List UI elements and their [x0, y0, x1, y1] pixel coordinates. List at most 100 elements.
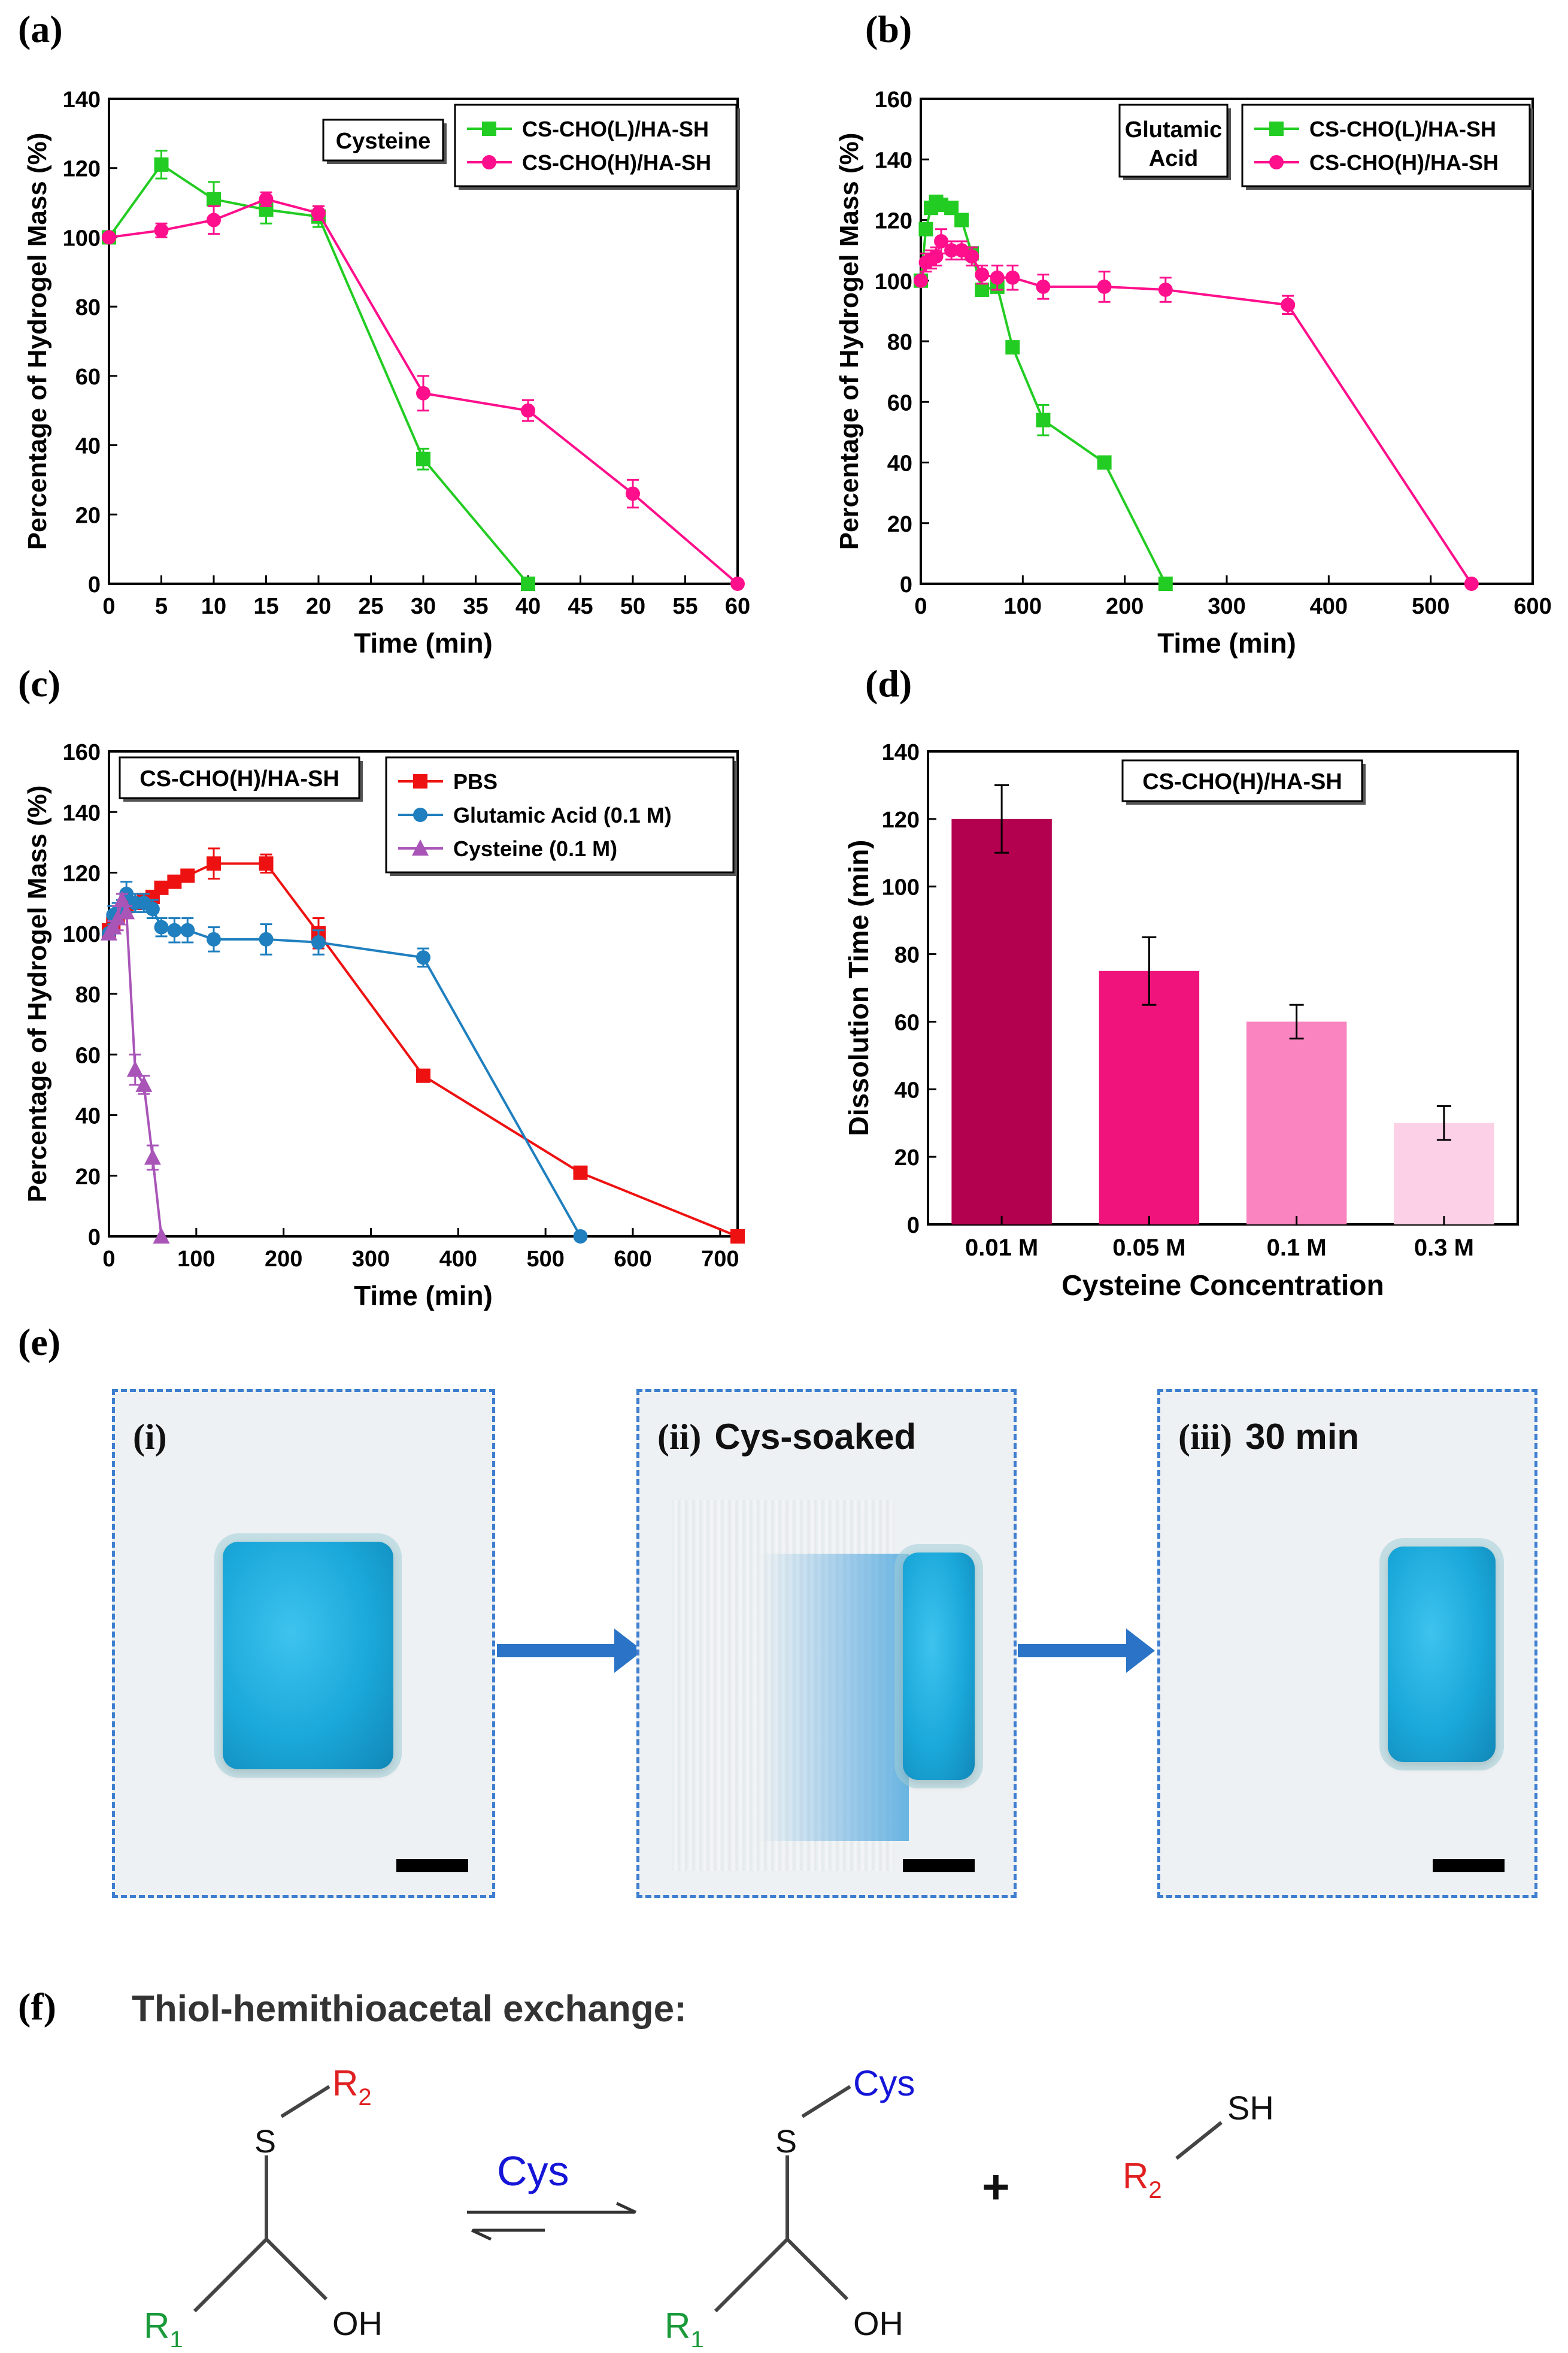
- annotation-box: [119, 756, 360, 799]
- data-point: [416, 451, 430, 466]
- x-tick-label: 600: [614, 1247, 651, 1272]
- data-point: [1005, 270, 1020, 285]
- data-point: [135, 1075, 153, 1092]
- arrow-right-icon: [1018, 1629, 1155, 1673]
- x-axis-label: Cysteine Concentration: [1061, 1270, 1384, 1302]
- data-point: [416, 950, 430, 965]
- annotation-box: [322, 119, 444, 162]
- data-point: [259, 192, 274, 207]
- x-tick-label: 100: [177, 1247, 215, 1272]
- atom-s: S: [254, 2124, 276, 2160]
- data-point: [573, 1165, 588, 1180]
- data-point: [934, 234, 949, 248]
- legend-box: [1241, 104, 1531, 187]
- data-point: [207, 932, 221, 947]
- x-tick-label: 500: [1412, 594, 1449, 619]
- data-point: [1036, 279, 1051, 294]
- data-point: [1158, 282, 1173, 297]
- annotation-text: CS-CHO(H)/HA-SH: [1142, 769, 1342, 795]
- y-tick-label: 0: [88, 1225, 101, 1250]
- legend-label: CS-CHO(L)/HA-SH: [1309, 117, 1496, 141]
- arrow-back-head: [471, 2228, 492, 2241]
- arrow-forward-head: [615, 2202, 637, 2214]
- y-tick-label: 60: [894, 1010, 920, 1035]
- data-point: [1097, 279, 1112, 294]
- bond: [280, 2085, 330, 2118]
- x-tick-label: 0.3 M: [1414, 1235, 1474, 1261]
- data-point: [975, 267, 990, 282]
- x-tick-label: 0.1 M: [1267, 1235, 1327, 1261]
- atom-cys: Cys: [853, 2063, 915, 2103]
- photo-tag-i: (i): [133, 1417, 167, 1457]
- series-line: [108, 862, 738, 1238]
- legend-box: [454, 104, 738, 187]
- bar: [1099, 971, 1200, 1224]
- data-point: [1097, 455, 1112, 470]
- atom-s: S: [775, 2124, 797, 2160]
- x-tick-label: 40: [515, 594, 541, 619]
- y-tick-label: 40: [75, 434, 101, 459]
- data-point: [626, 486, 640, 501]
- y-tick-label: 40: [887, 451, 912, 477]
- data-point: [521, 403, 535, 418]
- hydrogel-sample: [903, 1553, 975, 1780]
- x-tick-label: 300: [352, 1247, 390, 1272]
- chart-c: 0 20 40 60 80 100 120 140 160 0 100 200 300 400 500 600…: [23, 740, 745, 1311]
- x-tick-label: 60: [725, 594, 750, 619]
- data-point: [1005, 340, 1020, 355]
- data-point: [207, 213, 221, 228]
- y-axis-label: Percentage of Hydrogel Mass (%): [835, 133, 864, 550]
- y-tick-label: 120: [882, 808, 920, 833]
- panel-label-b: (b): [865, 8, 912, 50]
- x-tick-label: 400: [439, 1247, 477, 1272]
- y-tick-label: 20: [894, 1145, 920, 1171]
- data-point: [944, 201, 959, 216]
- data-point: [167, 923, 182, 938]
- data-point: [145, 902, 160, 917]
- y-tick-label: 80: [75, 295, 101, 320]
- legend-label: CS-CHO(H)/HA-SH: [522, 150, 711, 175]
- data-point: [1158, 577, 1173, 591]
- x-tick-label: 700: [701, 1247, 739, 1272]
- data-point: [975, 282, 990, 297]
- y-tick-label: 160: [875, 87, 912, 113]
- series-0: [102, 150, 535, 591]
- legend-marker: [1269, 155, 1284, 169]
- data-point: [207, 856, 221, 871]
- photo-tag-ii: (ii) Cys-soaked: [657, 1417, 917, 1457]
- scheme-title: Thiol-hemithioacetal exchange:: [132, 1988, 687, 2030]
- series-0: [102, 847, 745, 1244]
- reagent-label: Cys: [497, 2148, 569, 2194]
- x-tick-label: 200: [1106, 594, 1144, 619]
- bar: [1246, 1021, 1347, 1224]
- x-tick-label: 0: [102, 1247, 115, 1272]
- x-tick-label: 600: [1514, 594, 1551, 619]
- legend-label: CS-CHO(L)/HA-SH: [522, 117, 709, 141]
- x-tick-label: 55: [672, 594, 697, 619]
- y-tick-label: 20: [75, 1165, 101, 1190]
- photo-tag-iii: (iii) 30 min: [1178, 1417, 1360, 1457]
- data-point: [416, 1068, 430, 1083]
- x-tick-label: 300: [1208, 594, 1245, 619]
- x-tick-label: 100: [1004, 594, 1042, 619]
- y-tick-label: 80: [887, 330, 912, 355]
- panel-label-c: (c): [18, 662, 61, 705]
- y-tick-label: 0: [907, 1213, 920, 1238]
- photo-panel-i: (i): [112, 1389, 495, 1898]
- legend-marker: [1269, 122, 1284, 136]
- y-tick-label: 140: [63, 87, 101, 113]
- scale-bar: [1433, 1859, 1505, 1872]
- y-tick-label: 140: [875, 148, 912, 173]
- y-tick-label: 60: [887, 390, 912, 416]
- x-tick-label: 35: [463, 594, 488, 619]
- data-point: [416, 386, 430, 401]
- series-1: [102, 881, 588, 1244]
- photo-panel-ii: (ii) Cys-soaked: [636, 1389, 1017, 1898]
- y-tick-label: 120: [875, 209, 912, 234]
- data-point: [521, 577, 535, 591]
- plot-frame: [927, 750, 1519, 1226]
- legend-label: Cysteine (0.1 M): [453, 836, 617, 861]
- atom-r1: R1: [665, 2306, 704, 2347]
- data-point: [113, 891, 131, 908]
- hydrogel-sample: [223, 1542, 393, 1769]
